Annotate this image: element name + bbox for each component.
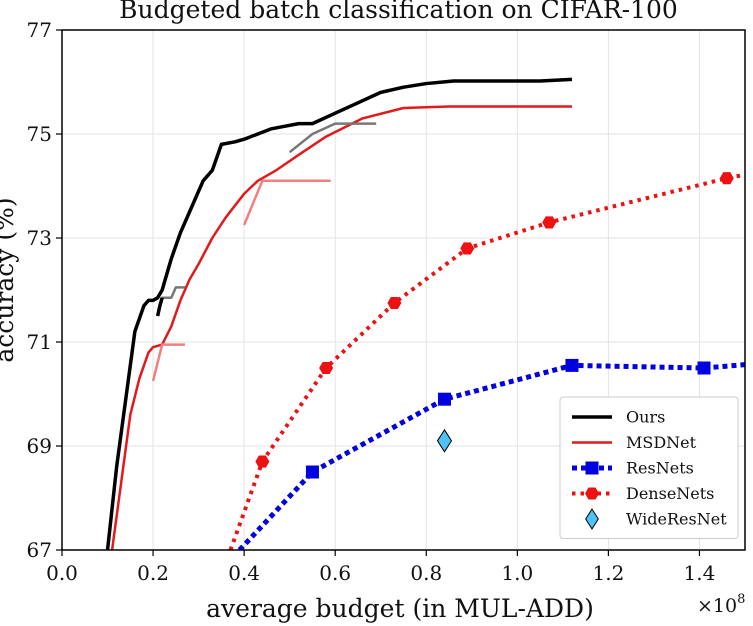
marker-layer	[255, 172, 734, 479]
x-tick-label: 0.6	[319, 561, 351, 585]
legend-item-resnets: ResNets	[572, 459, 694, 478]
x-tick-label: 1.0	[501, 561, 533, 585]
data-point-densenets	[542, 216, 557, 229]
series-line-ours-branch-2	[288, 122, 377, 154]
legend-marker-resnets	[585, 461, 599, 475]
legend-item-densenets: DenseNets	[572, 484, 714, 503]
series-line-msdnet	[110, 105, 572, 550]
data-point-resnets	[565, 358, 579, 372]
data-point-densenets	[460, 242, 475, 255]
legend-item-ours: Ours	[572, 408, 665, 427]
x-tick-label: 0.0	[46, 561, 78, 585]
y-tick-label: 67	[27, 538, 52, 562]
data-point-densenets	[387, 296, 402, 310]
plot-frame	[61, 29, 746, 551]
legend-label-resnets: ResNets	[626, 459, 694, 478]
x-tick-label: 0.2	[137, 561, 169, 585]
x-tick-label: 1.4	[684, 561, 716, 585]
y-axis-label: accuracy (%)	[0, 197, 19, 362]
y-tick-label: 73	[27, 226, 52, 250]
data-point-resnets	[305, 465, 319, 479]
data-point-densenets	[255, 455, 270, 468]
legend-item-wideresnet: WideResNet	[585, 508, 727, 530]
series-layer	[105, 77, 745, 550]
y-tick-label: 71	[27, 330, 52, 354]
x-scale-base: ×10	[697, 595, 737, 617]
legend-label-msdnet: MSDNet	[626, 433, 697, 452]
y-tick-label: 77	[27, 18, 52, 42]
series-line-ours	[105, 77, 573, 550]
data-point-densenets	[319, 361, 334, 375]
legend-marker-densenets	[585, 487, 599, 500]
legend-box	[559, 396, 739, 539]
y-tick-label: 75	[27, 122, 52, 146]
data-point-densenets	[719, 172, 734, 185]
x-tick-label: 0.8	[410, 561, 442, 585]
x-axis-label: average budget (in MUL-ADD)	[206, 594, 594, 623]
legend-item-msdnet: MSDNet	[572, 433, 697, 452]
chart-title: Budgeted batch classification on CIFAR-1…	[119, 0, 678, 24]
legend-marker-wideresnet	[585, 508, 599, 530]
x-tick-label: 1.2	[592, 561, 624, 585]
legend-label-densenets: DenseNets	[626, 484, 714, 503]
legend-label-ours: Ours	[626, 408, 665, 427]
series-line-resnets	[237, 362, 745, 550]
x-scale-multiplier: ×108	[697, 592, 745, 617]
data-point-resnets	[697, 361, 711, 375]
series-line-densenets	[228, 172, 745, 550]
y-tick-label: 69	[27, 434, 52, 458]
x-scale-exponent: 8	[737, 592, 745, 607]
legend: Ours MSDNet ResNets DenseNets WideResNet	[559, 396, 739, 539]
data-point-resnets	[437, 392, 451, 406]
legend-label-wideresnet: WideResNet	[626, 510, 727, 529]
tick-layer: 0.0 0.2 0.4 0.6 0.8 1.0 1.2 1.4 67 69 71 73 75 77	[27, 18, 716, 585]
data-point-wideresnet	[436, 428, 453, 453]
series-line-msdnet-branch-1	[151, 343, 185, 382]
series-line-msdnet-branch-2	[242, 179, 331, 226]
series-line-ours-branch-3	[155, 297, 164, 317]
x-tick-label: 0.4	[228, 561, 260, 585]
